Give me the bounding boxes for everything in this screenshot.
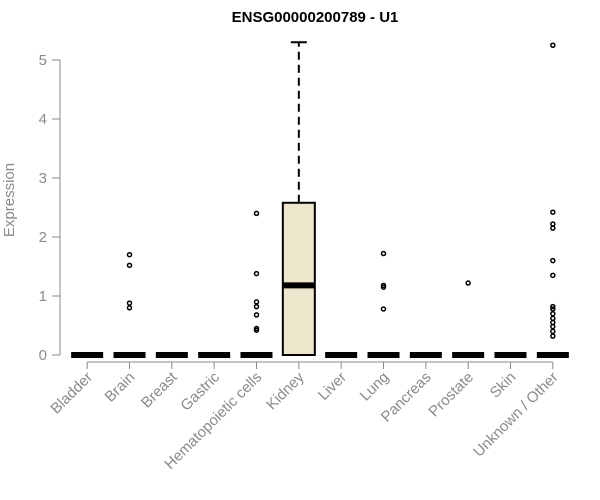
x-tick-label: Skin (487, 369, 520, 402)
y-tick-label: 2 (39, 229, 47, 246)
outlier-point (253, 299, 260, 305)
outlier-point (550, 310, 556, 317)
x-tick-label: Breast (138, 368, 181, 411)
outlier-point (550, 272, 556, 279)
x-tick-label: Brain (102, 369, 139, 406)
outlier-point (550, 257, 556, 264)
chart-title: ENSG00000200789 - U1 (232, 9, 399, 26)
outlier-point (253, 270, 260, 277)
x-tick-label: Liver (315, 369, 350, 404)
outlier-point (465, 280, 471, 286)
box-7 (367, 250, 400, 358)
outlier-point (126, 262, 133, 269)
box-body (281, 201, 316, 356)
boxes-group (71, 41, 569, 358)
outlier-point (550, 303, 556, 310)
outlier-point (380, 306, 387, 312)
outlier-point (253, 312, 260, 318)
outlier-point (550, 221, 556, 227)
box-11 (536, 42, 569, 358)
y-tick-label: 3 (39, 170, 47, 187)
outlier-point (550, 315, 556, 322)
outlier-point (380, 250, 387, 257)
y-axis-label: Expression (1, 163, 18, 237)
outlier-point (253, 325, 260, 332)
outlier-point (550, 209, 556, 215)
x-tick-label: Kidney (263, 368, 308, 413)
x-tick-label: Bladder (47, 369, 96, 418)
outlier-point (126, 305, 133, 311)
box-4 (240, 210, 273, 358)
y-axis: 0 1 2 3 4 5 (39, 52, 61, 364)
x-tick-label: Lung (357, 369, 393, 405)
y-tick-label: 4 (39, 111, 47, 128)
y-tick-label: 0 (39, 347, 47, 364)
outlier-point (380, 282, 387, 289)
box-9 (452, 280, 485, 358)
box-1 (113, 251, 146, 358)
outlier-point (253, 210, 260, 217)
outlier-point (253, 303, 260, 310)
box-5 (281, 41, 316, 356)
outlier-point (550, 42, 556, 48)
y-tick-label: 5 (39, 52, 47, 69)
outlier-point (550, 306, 556, 312)
y-tick-label: 1 (39, 288, 47, 305)
outlier-point (550, 328, 556, 335)
x-tick-label: Prostate (425, 369, 477, 421)
outlier-point (550, 333, 556, 339)
outlier-point (126, 300, 133, 306)
outlier-point (126, 251, 133, 258)
